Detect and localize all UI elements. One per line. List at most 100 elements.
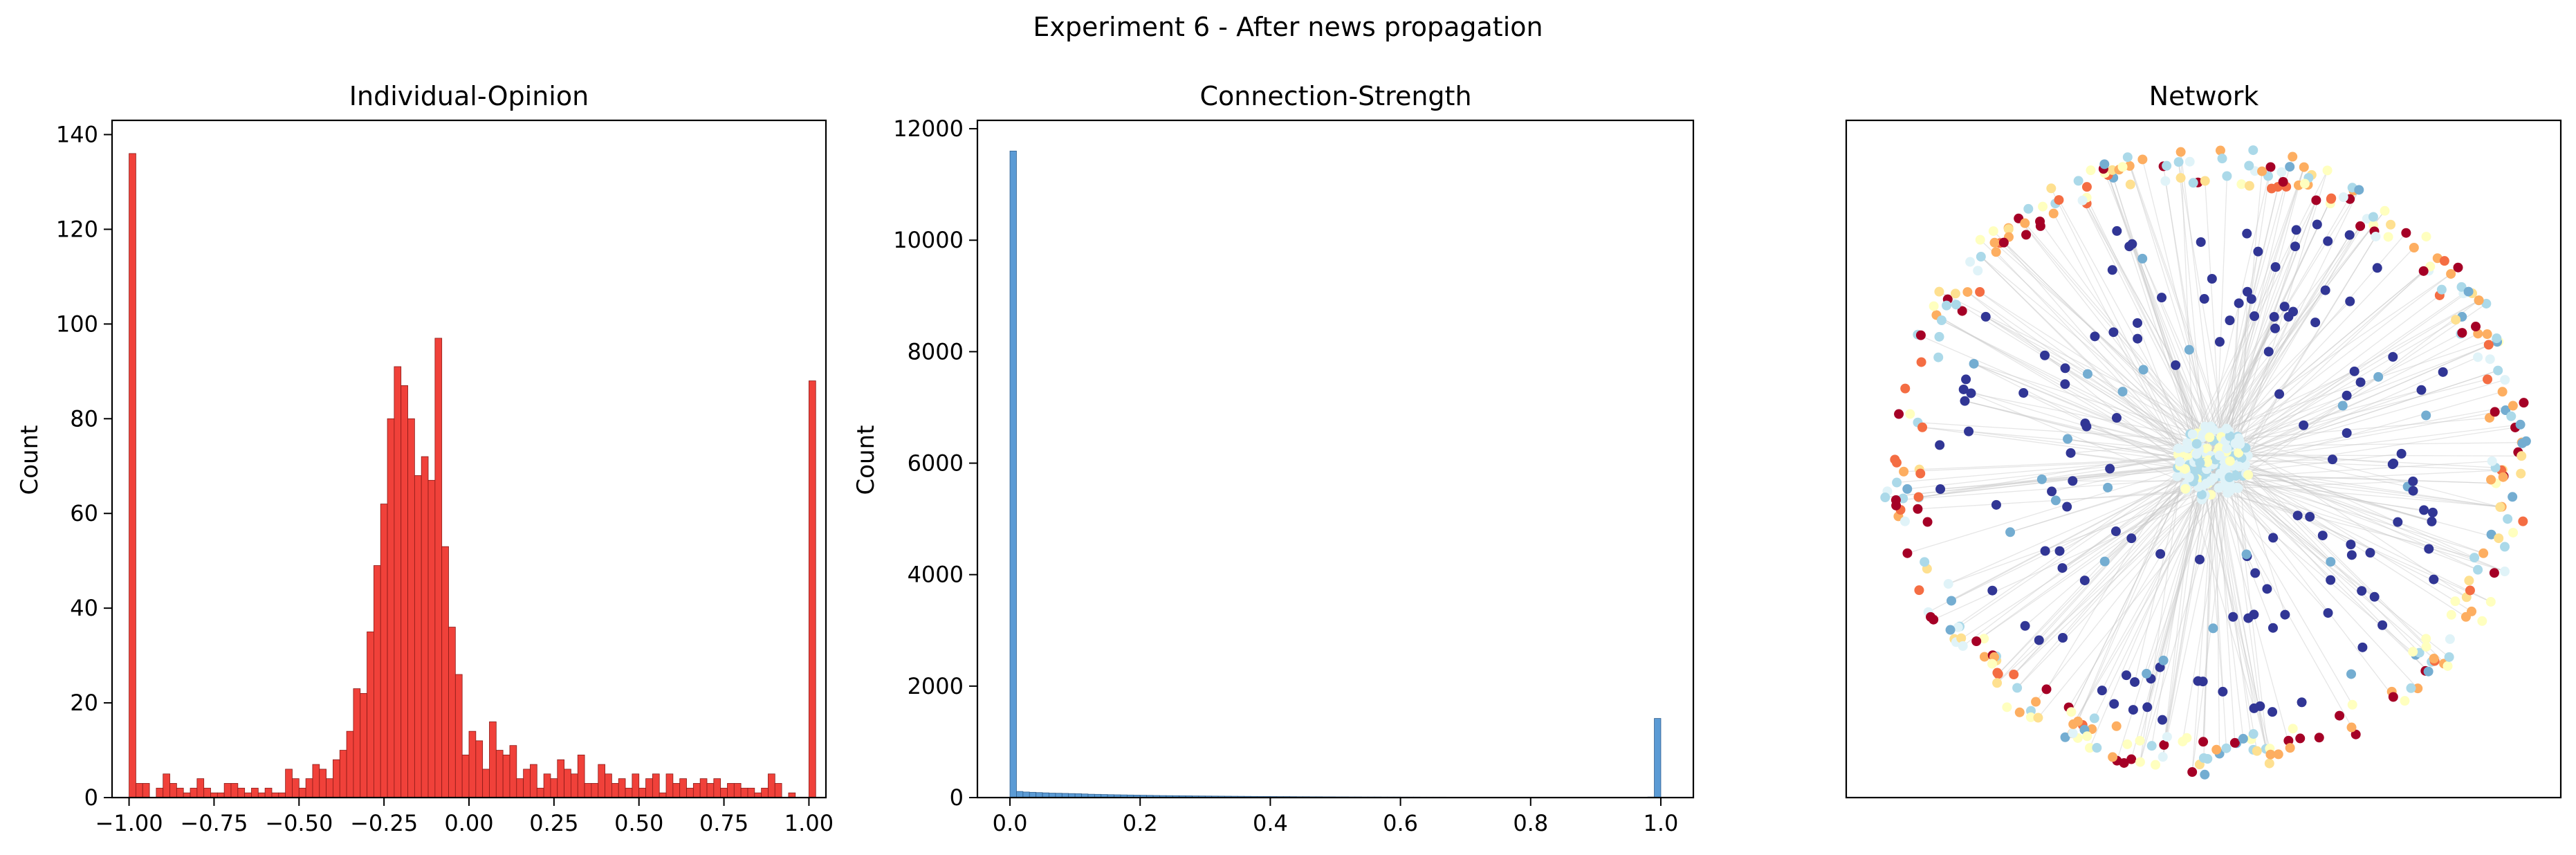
opinion-x-tick-label: −0.25 (350, 810, 418, 836)
network-node (2184, 156, 2195, 167)
network-edge (2225, 167, 2272, 461)
strength-histogram-panel: Connection-Strength Count 0.0 0.2 0.4 0.6 0.… (852, 81, 1695, 836)
network-node (2225, 315, 2235, 326)
network-edge (1965, 401, 2186, 458)
network-node (1914, 585, 1924, 596)
network-edge (2205, 457, 2258, 751)
network-node (2234, 298, 2244, 309)
network-node (2182, 443, 2193, 453)
network-node (2222, 171, 2232, 181)
network-node (2377, 620, 2388, 630)
network-node (2421, 641, 2431, 652)
network-node (2054, 546, 2065, 556)
network-edge (2037, 471, 2241, 718)
network-edge (2202, 462, 2217, 742)
network-node (2450, 596, 2460, 607)
opinion-x-tick-label: 0.25 (529, 810, 578, 836)
network-node (2191, 449, 2202, 459)
network-node (2483, 340, 2494, 350)
network-edge (2223, 441, 2475, 558)
network-edge (2184, 226, 2361, 456)
network-edge (2224, 445, 2448, 667)
network-edge (2016, 461, 2214, 688)
network-node (2354, 185, 2364, 195)
network-node (2506, 411, 2517, 421)
network-node (2135, 757, 2145, 767)
network-edge (2180, 151, 2195, 457)
network-edge (1971, 392, 2191, 486)
opinion-y-tick-label: 80 (70, 405, 98, 432)
network-node (2292, 511, 2303, 521)
network-node (2121, 670, 2131, 681)
network-node (2295, 733, 2306, 744)
network-node (2138, 365, 2149, 375)
network-node (2178, 736, 2188, 746)
network-node (2487, 456, 2497, 466)
opinion-bar (761, 787, 769, 798)
opinion-bar (706, 783, 715, 798)
strength-y-tick-label: 0 (950, 784, 964, 811)
network-node (2105, 463, 2115, 474)
network-node (2252, 746, 2262, 756)
network-node (1964, 426, 1974, 436)
opinion-x-tick-label: 0.75 (699, 810, 748, 836)
network-edge (2203, 451, 2484, 554)
network-node (2207, 273, 2217, 284)
network-edge (2072, 482, 2218, 725)
network-node (2198, 753, 2209, 763)
network-edge (2211, 462, 2501, 508)
network-node (2338, 192, 2348, 203)
network-edge (1985, 316, 2216, 466)
network-node (2234, 448, 2244, 458)
network-edge (2104, 172, 2223, 470)
network-node (2109, 699, 2119, 709)
network-edge (2233, 458, 2420, 654)
network-edge (2234, 341, 2499, 444)
network-edge (2208, 451, 2496, 468)
network-node (2446, 268, 2456, 279)
strength-x-tick-label: 0.6 (1383, 810, 1418, 836)
network-node (2200, 769, 2210, 780)
network-node (2436, 284, 2447, 295)
network-edge (2211, 470, 2467, 598)
network-edge (2240, 291, 2248, 454)
opinion-bar (482, 769, 490, 798)
network-node (2194, 554, 2205, 564)
opinion-bar (618, 778, 626, 798)
network-edge (1951, 477, 2201, 602)
network-node (2438, 367, 2448, 377)
network-node (1899, 516, 1910, 526)
network-node (2342, 428, 2352, 439)
network-edge (1941, 320, 2210, 461)
opinion-y-axis-label: Count (16, 425, 44, 495)
opinion-bar (203, 787, 211, 798)
opinion-bar (747, 787, 755, 798)
network-edge (2209, 457, 2291, 748)
network-edge (2220, 472, 2484, 554)
network-edge (1976, 464, 2221, 642)
network-node (2427, 507, 2438, 517)
network-edge (1917, 422, 2233, 443)
network-node (2413, 683, 2423, 694)
opinion-y-tick-label: 60 (70, 500, 98, 526)
network-node (2357, 642, 2368, 652)
network-edge (2202, 338, 2497, 436)
opinion-bar (129, 153, 136, 798)
network-node (2187, 767, 2198, 778)
network-node (2322, 165, 2333, 176)
network-node (2429, 574, 2439, 585)
network-node (2048, 208, 2059, 219)
network-node (2193, 676, 2203, 686)
network-edge (2142, 258, 2226, 445)
network-edge (2210, 172, 2283, 469)
network-node (2269, 312, 2279, 322)
network-node (2060, 379, 2070, 389)
network-edge (2086, 197, 2217, 461)
network-node (2050, 495, 2061, 506)
network-node (2518, 516, 2528, 526)
network-edge (2200, 472, 2492, 603)
network-node (2142, 668, 2152, 679)
network-node (2174, 457, 2184, 467)
network-edge (2221, 457, 2432, 522)
